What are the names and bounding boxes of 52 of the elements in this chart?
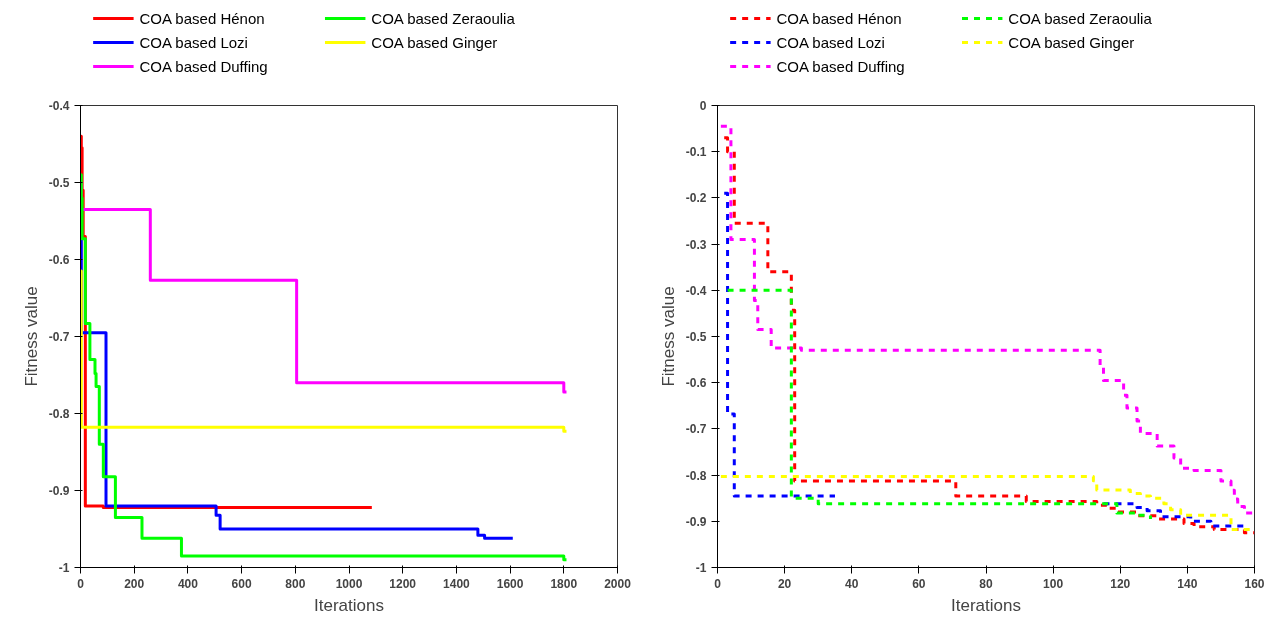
x-axis-title: Iterations xyxy=(314,595,384,615)
legend-label: COA based Hénon xyxy=(139,10,265,27)
y-tick-label: -0.6 xyxy=(685,376,707,391)
legend-label: COA based Zeraoulia xyxy=(1008,10,1153,27)
legend-label: COA based Hénon xyxy=(776,10,902,27)
legend-label: COA based Duffing xyxy=(776,58,905,75)
y-tick-label: -0.7 xyxy=(685,422,707,437)
y-tick-label: -0.2 xyxy=(685,191,707,206)
y-tick-label: -0.3 xyxy=(685,237,707,252)
y-tick-label: -1 xyxy=(58,561,70,575)
x-axis-title: Iterations xyxy=(951,595,1021,615)
legend-label: COA based Ginger xyxy=(371,34,498,51)
y-tick-label: -0.8 xyxy=(48,407,70,421)
y-tick-label: -0.5 xyxy=(685,330,707,344)
x-tick-label: 160 xyxy=(1244,576,1265,591)
x-tick-label: 40 xyxy=(845,576,859,591)
x-tick-label: 20 xyxy=(777,576,792,591)
x-tick-label: 60 xyxy=(912,576,926,591)
x-tick-label: 0 xyxy=(714,576,722,591)
x-tick-label: 1200 xyxy=(389,576,417,591)
x-tick-label: 120 xyxy=(1110,576,1131,591)
x-tick-label: 1400 xyxy=(443,576,471,591)
legend-label: COA based Ginger xyxy=(1008,34,1135,51)
y-tick-label: -0.9 xyxy=(685,514,707,529)
x-tick-label: 400 xyxy=(177,576,199,591)
legend-label: COA based Duffing xyxy=(139,58,268,75)
legend-label: COA based Lozi xyxy=(139,34,248,51)
x-tick-label: 200 xyxy=(124,576,145,591)
y-tick-label: -0.8 xyxy=(685,468,707,483)
y-tick-label: -0.5 xyxy=(48,176,70,190)
x-tick-label: 600 xyxy=(231,576,252,591)
y-axis-title: Fitness value xyxy=(21,286,41,387)
y-tick-label: 0 xyxy=(699,99,707,113)
x-tick-label: 1600 xyxy=(496,576,524,591)
y-tick-label: -1 xyxy=(695,561,707,575)
x-tick-label: 0 xyxy=(77,576,85,591)
legend-label: COA based Zeraoulia xyxy=(371,10,516,27)
y-tick-label: -0.9 xyxy=(48,484,70,498)
x-tick-label: 1000 xyxy=(335,576,363,591)
x-tick-label: 2000 xyxy=(604,576,632,591)
x-tick-label: 100 xyxy=(1043,576,1064,591)
y-tick-label: -0.6 xyxy=(48,253,70,267)
legend-label: COA based Lozi xyxy=(776,34,885,51)
y-axis-title: Fitness value xyxy=(658,286,678,387)
y-tick-label: -0.4 xyxy=(685,283,707,298)
x-tick-label: 800 xyxy=(285,576,306,591)
y-tick-label: -0.1 xyxy=(685,145,707,160)
y-tick-label: -0.4 xyxy=(48,99,70,113)
y-tick-label: -0.7 xyxy=(48,330,70,344)
x-tick-label: 140 xyxy=(1177,576,1198,591)
x-tick-label: 1800 xyxy=(550,576,578,591)
x-tick-label: 80 xyxy=(979,576,993,591)
